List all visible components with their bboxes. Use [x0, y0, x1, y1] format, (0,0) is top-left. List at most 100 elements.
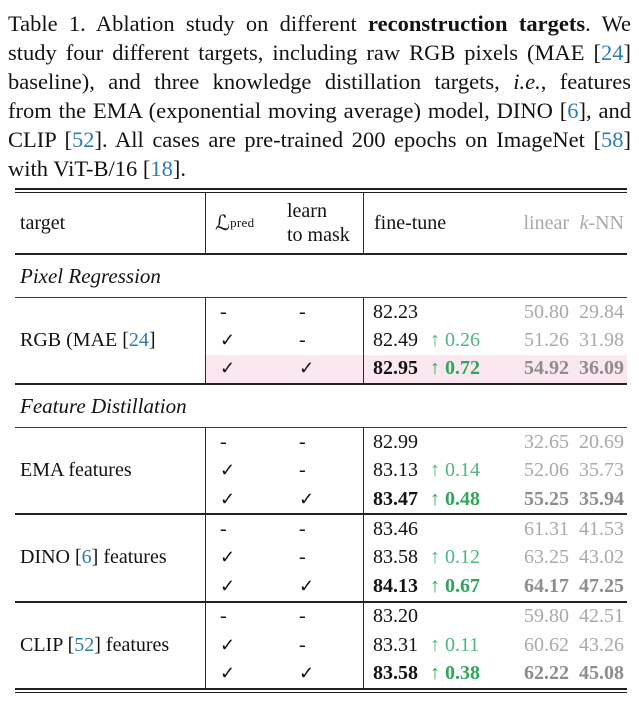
up-arrow-icon: ↑	[430, 459, 440, 482]
delta-value: 0.12	[445, 546, 480, 569]
knn-cell: 47.25	[579, 574, 624, 597]
linear-cell: 32.65	[524, 430, 569, 453]
finetune-cell: 83.46	[363, 515, 510, 544]
up-arrow-icon: ↑	[430, 574, 440, 597]
linear-cell: 61.31	[524, 518, 569, 541]
linear-cell: 54.92	[510, 354, 572, 384]
finetune-cell: 83.58 ↑ 0.12	[363, 543, 510, 573]
learn-to-mask-cell: ✓	[283, 354, 363, 384]
group-rule	[15, 383, 627, 386]
finetune-cell: 84.13 ↑ 0.67	[363, 572, 510, 601]
table-top-rule	[15, 188, 627, 193]
caption-line: from the EMA (exponential moving average…	[8, 98, 632, 123]
header-target: target	[20, 211, 66, 234]
loss-symbol: ℒ	[215, 211, 231, 235]
linear-cell: 59.80	[524, 605, 569, 628]
citation-ref[interactable]: 6	[567, 98, 579, 123]
citation-ref[interactable]: 18	[150, 156, 173, 181]
section-title: Feature Distillation	[20, 393, 187, 418]
learn-to-mask-cell: ✓	[299, 488, 315, 509]
finetune-cell: 82.23	[363, 298, 510, 327]
citation-ref[interactable]: 58	[601, 127, 624, 152]
knn-cell: 35.94	[579, 487, 624, 510]
target-name: DINO [6] features	[20, 546, 167, 569]
finetune-value: 83.31	[373, 633, 418, 656]
citation-ref[interactable]: 52	[74, 633, 95, 656]
knn-cell: 43.02	[579, 546, 624, 569]
target-name: RGB (MAE [24]	[20, 329, 156, 352]
up-arrow-icon: ↑	[430, 546, 440, 569]
target-group: RGB (MAE [24] - -82.23 50.80 29.84 ✓ -82.49 ↑ 0.…	[15, 298, 627, 384]
delta-value: 0.26	[445, 329, 480, 352]
section-title-rule	[15, 297, 627, 298]
knn-cell: 35.73	[579, 459, 624, 482]
up-arrow-icon: ↑	[430, 357, 440, 380]
header-finetune: fine-tune	[363, 193, 510, 253]
finetune-cell: 82.49 ↑ 0.26	[363, 326, 510, 355]
target-group: DINO [6] features - -83.46 61.31 41.53 ✓ -83.5…	[15, 515, 627, 601]
finetune-value: 83.58	[373, 661, 418, 684]
knn-cell: 29.84	[579, 300, 624, 323]
table-caption: Table 1. Ablation study on different rec…	[0, 0, 639, 183]
lpred-cell: ✓	[205, 484, 283, 514]
finetune-value: 83.58	[373, 546, 418, 569]
finetune-value: 83.20	[373, 605, 418, 628]
header-rule	[15, 253, 627, 255]
lpred-cell: ✓	[205, 354, 283, 384]
knn-cell: 36.09	[572, 354, 627, 384]
lpred-cell: ✓	[205, 630, 283, 660]
learn-to-mask-cell: -	[299, 518, 306, 541]
finetune-value: 83.47	[373, 487, 418, 510]
caption-line: Table 1. Ablation study on different rec…	[8, 11, 631, 36]
table-bottom-rule	[15, 687, 627, 693]
lpred-cell: ✓	[205, 659, 283, 688]
linear-cell: 64.17	[524, 574, 569, 597]
citation-ref[interactable]: 24	[128, 329, 149, 352]
caption-line: with ViT-B/16 [18].	[8, 156, 187, 181]
lpred-cell: ✓	[205, 326, 283, 355]
knn-cell: 20.69	[579, 430, 624, 453]
section-title-rule	[15, 427, 627, 429]
target-name: EMA features	[20, 459, 132, 482]
citation-ref[interactable]: 24	[601, 40, 624, 65]
finetune-value: 82.49	[373, 329, 418, 352]
citation-ref[interactable]: 52	[72, 127, 95, 152]
knn-cell: 45.08	[579, 661, 624, 684]
delta-value: 0.48	[445, 487, 480, 510]
loss-subscript: pred	[230, 215, 255, 230]
linear-cell: 62.22	[524, 661, 569, 684]
target-name: CLIP [52] features	[20, 633, 170, 656]
knn-cell: 43.26	[579, 633, 624, 656]
header-learn-to-mask: learn to mask	[287, 200, 350, 246]
linear-cell: 60.62	[524, 633, 569, 656]
learn-to-mask-cell: -	[299, 546, 306, 569]
caption-line: study four different targets, including …	[8, 40, 631, 65]
caption-line: baseline), and three knowledge distillat…	[8, 69, 631, 94]
finetune-cell: 82.99	[363, 428, 510, 457]
knn-cell: 41.53	[579, 518, 624, 541]
citation-ref[interactable]: 6	[81, 546, 92, 569]
finetune-cell: 83.13 ↑ 0.14	[363, 456, 510, 485]
header-linear: linear	[523, 211, 569, 234]
section-title: Pixel Regression	[20, 263, 161, 288]
group-rule	[15, 513, 627, 516]
knn-cell: 31.98	[579, 329, 624, 352]
delta-value: 0.14	[445, 459, 480, 482]
finetune-cell: 83.31 ↑ 0.11	[363, 630, 510, 660]
target-group: CLIP [52] features - -83.20 59.80 42.51 ✓ -83.…	[15, 602, 627, 688]
learn-to-mask-cell: -	[299, 329, 306, 352]
learn-to-mask-cell: ✓	[299, 662, 315, 683]
learn-to-mask-cell: -	[299, 605, 306, 628]
linear-cell: 55.25	[524, 487, 569, 510]
linear-cell: 63.25	[524, 546, 569, 569]
group-rule	[15, 600, 627, 603]
learn-to-mask-cell: -	[299, 300, 306, 323]
finetune-cell: 82.95 ↑ 0.72	[363, 354, 510, 384]
lpred-cell: ✓	[205, 456, 283, 485]
linear-cell: 50.80	[524, 300, 569, 323]
learn-to-mask-cell: ✓	[299, 575, 315, 596]
knn-cell: 42.51	[579, 605, 624, 628]
